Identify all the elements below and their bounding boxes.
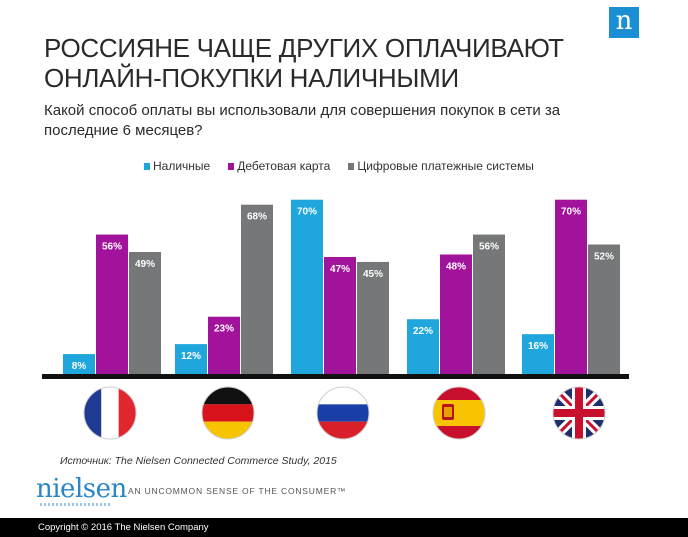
flag-uk-icon [553,387,605,439]
flag-border [201,386,255,440]
x-axis-line [42,374,629,379]
bar-0-3 [407,319,439,374]
data-label-0-0: 8% [72,361,87,372]
bar-chart: 8% 12% 70% 22% 16% 56% 23% 47% 48% 70% 49% 68% 45% 56… [42,199,629,440]
chart-legend: Наличные Дебетовая карта Цифровые платеж… [144,157,534,175]
data-label-2-3: 56% [479,242,499,253]
bar-2-3 [473,234,505,374]
data-label-1-0: 56% [102,242,122,253]
bar-2-1 [241,204,273,374]
legend-swatch-digital [348,162,355,170]
legend-label-debit: Дебетовая карта [237,159,331,173]
chart-subtitle: Какой способ оплаты вы использовали для … [44,102,561,139]
flag-germany-icon [202,387,254,439]
legend-item-digital: Цифровые платежные системы [348,157,534,175]
flag-russia-icon [317,387,369,439]
legend-swatch-cash [144,162,150,170]
data-label-1-3: 48% [446,261,466,272]
logo-dots [40,503,110,506]
data-label-0-2: 70% [297,207,317,218]
bar-0-1 [175,344,207,374]
legend-item-debit: Дебетовая карта [228,157,330,175]
data-label-1-1: 23% [214,324,234,335]
legend-label-digital: Цифровые платежные системы [357,159,534,173]
legend-swatch-debit [228,162,235,170]
bar-2-0 [129,251,161,374]
data-label-0-4: 16% [528,341,548,352]
flag-border [432,386,486,440]
brand-tagline: AN UNCOMMON SENSE OF THE CONSUMER™ [128,486,347,496]
bar-1-0 [96,234,128,374]
bar-2-2 [357,261,389,374]
data-label-1-2: 47% [330,264,350,275]
bar-1-3 [440,254,472,374]
data-label-2-2: 45% [363,269,383,280]
data-label-0-3: 22% [413,326,433,337]
bar-0-4 [522,334,554,374]
bar-1-2 [324,256,356,374]
nielsen-corner-logo: n [609,7,639,38]
flag-border [83,386,137,440]
flag-border [316,386,370,440]
bar-2-4 [588,244,620,374]
legend-label-cash: Наличные [153,159,211,173]
bar-1-1 [208,316,240,374]
copyright-footer: Copyright © 2016 The Nielsen Company [0,518,688,537]
bar-0-2 [291,199,323,374]
nielsen-logo: nielsen [36,474,127,504]
data-label-0-1: 12% [181,351,201,362]
data-label-2-0: 49% [135,259,155,270]
source-note: Источник: The Nielsen Connected Commerce… [60,455,337,467]
data-label-2-4: 52% [594,252,614,263]
flag-border [552,386,606,440]
bar-1-4 [555,199,587,374]
data-label-1-4: 70% [561,207,581,218]
bar-0-0 [63,354,95,374]
flag-france-icon [84,387,136,439]
legend-item-cash: Наличные [144,157,210,175]
data-label-2-1: 68% [247,212,267,223]
chart-title: РОССИЯНЕ ЧАЩЕ ДРУГИХ ОПЛАЧИВАЮТ ОНЛАЙН-П… [44,33,564,93]
